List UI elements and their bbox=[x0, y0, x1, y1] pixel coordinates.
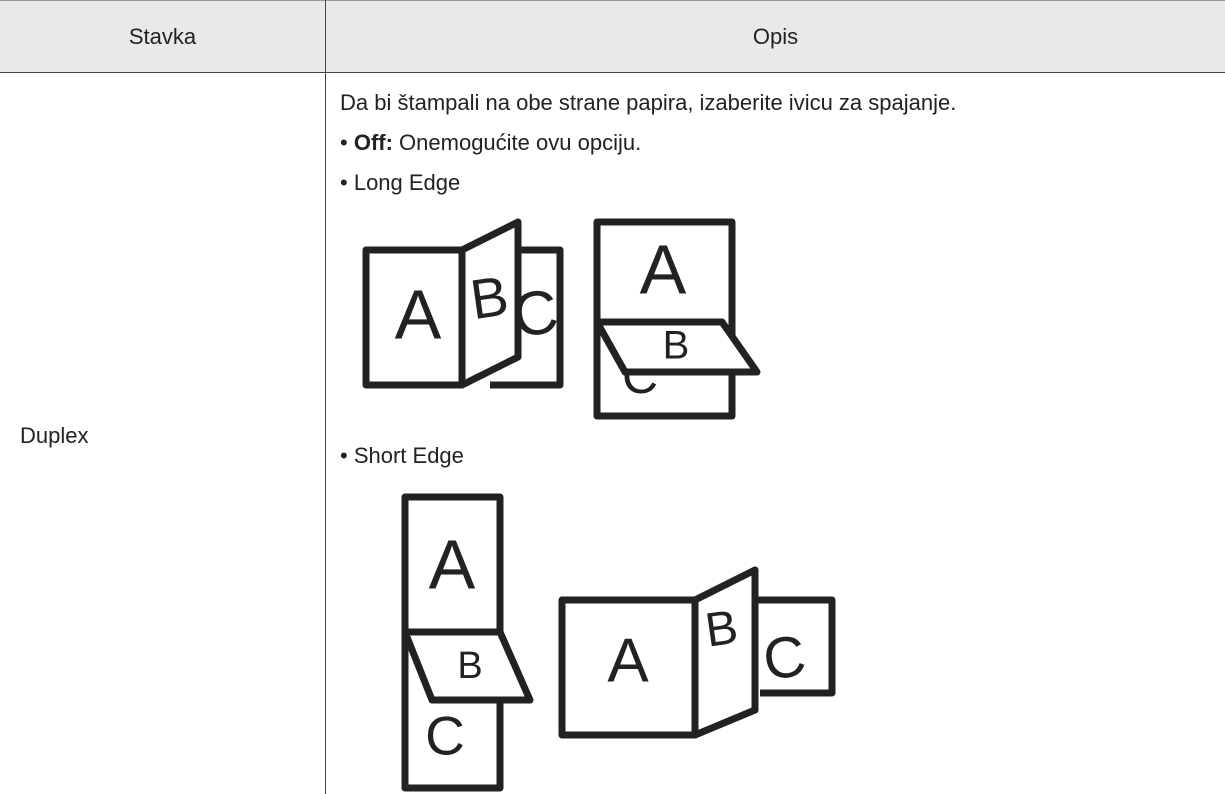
page-letter: B bbox=[466, 264, 512, 332]
header-cell: Stavka bbox=[128, 24, 197, 49]
page-letter: B bbox=[457, 645, 482, 687]
description: Da bi štampali na obe strane papira, iza… bbox=[340, 90, 957, 115]
page-letter: A bbox=[395, 275, 442, 353]
page-letter: A bbox=[607, 626, 649, 695]
bullet-label: Short Edge bbox=[353, 443, 464, 468]
page-letter: C bbox=[425, 705, 465, 767]
bullet-label: Long Edge bbox=[353, 170, 461, 195]
bullet-label: Off: bbox=[353, 130, 393, 155]
bullet: • Off: Onemogućite ovu opciju. bbox=[340, 130, 642, 155]
item-name: Duplex bbox=[20, 423, 89, 448]
page-shape bbox=[558, 596, 699, 739]
bullet: • Long Edge bbox=[340, 170, 461, 195]
page-letter: A bbox=[640, 230, 687, 308]
page-letter: A bbox=[429, 525, 476, 603]
page-shape bbox=[755, 596, 836, 697]
page-shape bbox=[458, 218, 522, 389]
page-shape bbox=[691, 566, 759, 739]
column-divider bbox=[325, 0, 326, 794]
page-letter: B bbox=[663, 324, 690, 368]
page-shape bbox=[593, 318, 761, 376]
table-header bbox=[0, 0, 1225, 73]
page-letter: C bbox=[759, 623, 810, 693]
page-letter: B bbox=[702, 601, 741, 658]
bullet-text: Onemogućite ovu opciju. bbox=[399, 130, 642, 155]
page-shape bbox=[401, 628, 534, 704]
header-cell: Opis bbox=[752, 24, 799, 49]
bullet: • Short Edge bbox=[340, 443, 464, 468]
